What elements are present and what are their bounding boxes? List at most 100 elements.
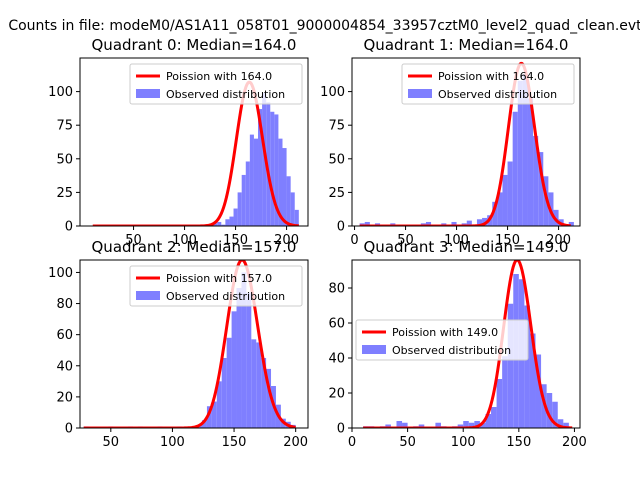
legend-curve-label: Poission with 157.0 [166,272,272,285]
histogram-bar [529,333,536,428]
histogram-bar [221,224,226,226]
legend: Poission with 157.0 Observed distribution [129,265,303,307]
histogram-bar [557,419,564,428]
y-tick-label: 0 [337,220,345,235]
figure-suptitle: Counts in file: modeM0/AS1A11_058T01_900… [8,18,640,34]
y-tick-label: 40 [56,359,73,374]
histogram-bar [258,109,263,226]
y-tick-label: 75 [56,119,73,134]
y-tick-label: 20 [328,387,345,402]
legend-hist-swatch [362,345,386,354]
histogram-bar [270,111,275,226]
histogram-bar [527,98,534,226]
x-tick-label: 100 [444,233,469,248]
legend-hist-swatch [136,291,160,300]
axes-frame [351,259,581,429]
histogram-bar [474,421,480,428]
histogram-bar [261,358,267,428]
histogram-bar [402,422,408,428]
y-tick-label: 20 [56,390,73,405]
histogram-bar [241,272,247,428]
y-tick-label: 0 [65,422,73,437]
histogram-bar [507,161,513,226]
subplot-title: Quadrant 3: Median=149.0 [364,238,569,256]
histogram-bar [435,422,441,428]
histogram-bar [385,424,391,428]
histogram-bar [512,111,518,226]
legend-hist-label: Observed distribution [392,344,511,357]
histogram-bar [229,216,234,226]
histogram-bar [507,303,514,428]
subplot-quadrant-1: 0 50 100 150 200 0 25 50 75 100 Quadrant 1: Median… [320,36,581,248]
histogram-bar [294,209,299,226]
subplot-title: Quadrant 2: Median=157.0 [92,238,297,256]
y-tick-label: 60 [56,328,73,343]
x-tick-label: 50 [399,435,416,450]
histogram-bar [524,305,530,428]
histogram-bar [535,354,542,428]
y-tick-label: 25 [56,186,73,201]
histogram-bar [485,414,492,428]
x-tick-label: 100 [451,435,476,450]
histogram-bar [546,393,553,428]
histogram-bar [266,102,271,226]
x-tick-label: 0 [348,435,356,450]
y-tick-label: 100 [320,85,345,100]
legend-box [129,265,303,307]
y-tick-label: 100 [48,85,73,100]
x-tick-label: 50 [397,233,414,248]
legend: Poission with 164.0 Observed distribution [129,63,303,105]
histogram-bar [262,92,267,226]
histogram-bar [396,421,403,428]
legend-hist-label: Observed distribution [166,88,285,101]
histogram-bar [482,217,488,226]
histogram-bar [492,201,498,226]
histogram-bar [497,192,503,226]
histogram-bar [216,381,222,428]
histogram-bar [290,192,295,226]
histogram-bar [241,174,246,226]
legend-hist-label: Observed distribution [438,88,557,101]
x-tick-label: 150 [495,233,520,248]
histogram-bar [213,223,218,226]
x-tick-label: 200 [546,233,571,248]
y-tick-label: 75 [328,119,345,134]
y-tick-label: 40 [328,352,345,367]
y-tick-label: 80 [56,297,73,312]
histogram-bar [211,401,217,428]
x-tick-label: 100 [172,233,197,248]
y-tick-label: 50 [56,152,73,167]
histogram-bar [563,422,569,428]
y-tick-label: 60 [328,317,345,332]
y-tick-label: 50 [328,152,345,167]
legend-curve-label: Poission with 164.0 [438,70,544,83]
histogram-bar [479,422,486,428]
histogram-bar [278,138,283,226]
histogram-bar [206,406,212,428]
histogram-bar [466,220,472,226]
legend-curve-label: Poission with 149.0 [392,326,498,339]
histogram-bar [496,379,503,428]
histogram-bar [202,420,207,428]
legend-hist-swatch [408,89,432,98]
x-tick-label: 0 [350,233,358,248]
histogram-bar [502,356,508,428]
x-tick-label: 150 [223,233,248,248]
histogram-bar [517,80,523,226]
subplot-title: Quadrant 0: Median=164.0 [92,36,297,54]
histogram-bar [251,339,257,428]
subplot-quadrant-2: 50 100 150 200 0 20 40 60 80 100 Quadrant 2: Media… [48,238,309,450]
histogram-bar [237,192,242,226]
axes-frame [79,57,309,227]
histogram-bar [418,424,425,428]
histogram-bar [249,134,254,226]
histogram-bar [217,221,222,226]
histogram-bar [522,74,528,226]
histogram-bar [282,148,287,226]
y-tick-label: 25 [328,186,345,201]
histogram-bar [236,288,242,428]
legend-curve-label: Poission with 164.0 [166,70,272,83]
x-tick-label: 50 [125,233,142,248]
histogram-bar [491,407,497,428]
